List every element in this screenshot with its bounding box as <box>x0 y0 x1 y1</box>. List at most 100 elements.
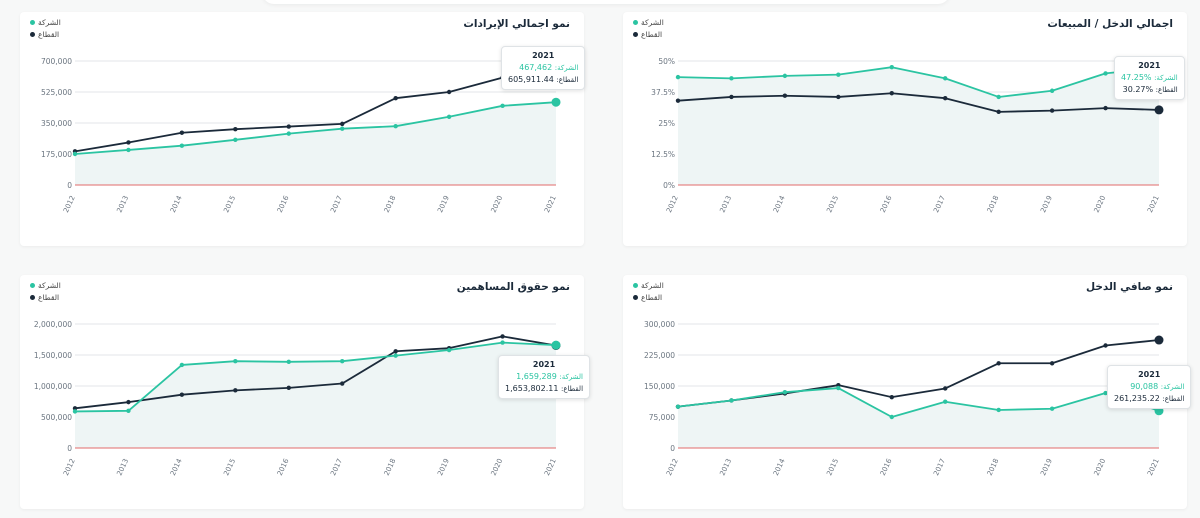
chart-title: اجمالي الدخل / المبيعات <box>1047 18 1173 30</box>
sector-data-point <box>340 381 345 386</box>
company-area <box>678 67 1159 185</box>
x-tick-label: 2017 <box>329 457 344 477</box>
y-tick-label: 0 <box>67 444 72 453</box>
company-area <box>75 102 556 185</box>
sector-data-point <box>393 96 398 101</box>
company-data-point <box>393 123 398 129</box>
x-tick-label: 2021 <box>543 194 558 214</box>
x-tick-label: 2016 <box>276 194 291 214</box>
x-tick-label: 2012 <box>665 457 680 477</box>
tooltip-sector-label: القطاع: <box>1155 86 1178 94</box>
legend-company-label: الشركة <box>38 280 61 290</box>
x-tick-label: 2012 <box>62 457 77 477</box>
sector-data-point <box>675 98 681 103</box>
legend-company-dot <box>30 19 35 25</box>
sector-data-point <box>286 385 291 391</box>
chart-tooltip: 2021 الشركة: %47.25 القطاع: %30.27 <box>1114 56 1185 100</box>
legend-company[interactable]: الشركة <box>633 16 664 28</box>
legend-sector[interactable]: القطاع <box>633 291 664 303</box>
sector-data-point <box>286 124 291 129</box>
tooltip-sector-value: 605,911.44 <box>508 75 554 84</box>
tooltip-company-label: الشركة: <box>554 64 579 72</box>
company-data-point <box>179 362 185 368</box>
legend-sector-label: القطاع <box>641 292 663 302</box>
company-data-point <box>393 353 398 358</box>
legend-sector-label: القطاع <box>38 29 60 39</box>
company-data-point <box>1049 88 1055 93</box>
company-data-point <box>729 398 734 403</box>
tooltip-company-value: 467,462 <box>519 63 553 72</box>
tooltip-sector-value: %30.27 <box>1122 85 1154 94</box>
tooltip-company-value: 1,659,289 <box>516 372 557 381</box>
sector-series-line <box>677 92 1160 113</box>
y-tick-label: 150,000 <box>644 382 675 391</box>
tooltip-year: 2021 <box>532 51 555 60</box>
company-data-point <box>179 143 185 148</box>
legend-sector-dot <box>30 294 35 300</box>
tooltip-company-label: الشركة: <box>1160 383 1185 391</box>
sector-data-point <box>1049 361 1055 366</box>
tooltip-company-label: الشركة: <box>1154 74 1178 82</box>
net-income-chart[interactable]: 0 75,000 150,000 225,000 300,000 2012 2013 2014… <box>623 275 1187 509</box>
tooltip-year: 2021 <box>1138 370 1161 379</box>
company-data-point <box>1049 406 1055 411</box>
sector-data-point <box>943 386 948 391</box>
legend-company[interactable]: الشركة <box>30 16 61 28</box>
y-tick-label: 50% <box>658 57 675 66</box>
y-tick-label: 0 <box>67 181 72 190</box>
company-data-point <box>446 347 452 353</box>
company-series-line <box>74 101 557 155</box>
company-data-point <box>996 94 1001 100</box>
company-data-point <box>500 103 505 109</box>
x-tick-label: 2014 <box>772 457 787 477</box>
company-area <box>75 342 556 448</box>
company-data-point <box>446 114 452 120</box>
company-data-point <box>233 137 238 143</box>
company-data-point <box>1103 71 1108 76</box>
company-data-point <box>996 407 1001 413</box>
company-data-point <box>836 385 841 391</box>
net-income-card: نمو صافي الدخل الشركة القطاع 0 75,000 150,… <box>623 275 1192 509</box>
tooltip-sector-label: القطاع: <box>560 385 584 393</box>
company-data-point <box>126 147 131 153</box>
y-tick-label: 2,000,000 <box>34 320 72 329</box>
legend-sector-label: القطاع <box>641 29 663 39</box>
x-tick-label: 2015 <box>222 457 237 477</box>
sector-data-point <box>179 392 185 397</box>
x-tick-label: 2020 <box>1093 194 1108 214</box>
revenue-growth-card: نمو اجمالي الإيرادات الشركة القطاع 0 175,… <box>20 12 586 246</box>
chart-legend: الشركة القطاع <box>633 279 664 303</box>
gross-margin-chart[interactable]: 0% 12.5% 25% 37.5% 50% 2012 2013 2014 2015 2016 20… <box>623 12 1187 246</box>
x-tick-label: 2018 <box>986 194 1001 214</box>
legend-sector[interactable]: القطاع <box>30 291 61 303</box>
tooltip-year: 2021 <box>1138 61 1161 70</box>
sector-data-point <box>340 121 345 127</box>
company-series-line <box>677 66 1160 98</box>
company-data-point <box>72 409 78 414</box>
sector-data-point <box>500 334 505 339</box>
x-tick-label: 2013 <box>115 457 130 477</box>
chart-title: نمو صافي الدخل <box>1085 281 1173 293</box>
legend-sector[interactable]: القطاع <box>30 28 61 40</box>
x-tick-label: 2019 <box>436 457 451 477</box>
x-tick-label: 2012 <box>665 194 680 214</box>
revenue-growth-chart[interactable]: 0 175,000 350,000 525,000 700,000 2012 2013 201… <box>20 12 584 246</box>
y-tick-label: 700,000 <box>41 57 72 66</box>
x-tick-label: 2018 <box>383 194 398 214</box>
x-tick-label: 2017 <box>932 194 947 214</box>
company-data-point <box>126 408 131 413</box>
y-tick-label: 0% <box>663 181 675 190</box>
equity-growth-chart[interactable]: 0 500,000 1,000,000 1,500,000 2,000,000 2012 2… <box>20 275 584 509</box>
sector-data-point <box>446 89 452 95</box>
legend-sector[interactable]: القطاع <box>633 28 664 40</box>
legend-company[interactable]: الشركة <box>633 279 664 291</box>
company-data-point <box>551 97 561 107</box>
x-tick-label: 2015 <box>222 194 237 214</box>
x-tick-label: 2018 <box>986 457 1001 477</box>
chart-tooltip: 2021 الشركة: 1,659,289 القطاع: 1,653,802… <box>498 355 591 399</box>
company-data-point <box>675 74 681 80</box>
chart-legend: الشركة القطاع <box>633 16 664 40</box>
x-tick-label: 2017 <box>329 194 344 214</box>
legend-company[interactable]: الشركة <box>30 279 61 291</box>
sector-data-point <box>233 388 238 393</box>
